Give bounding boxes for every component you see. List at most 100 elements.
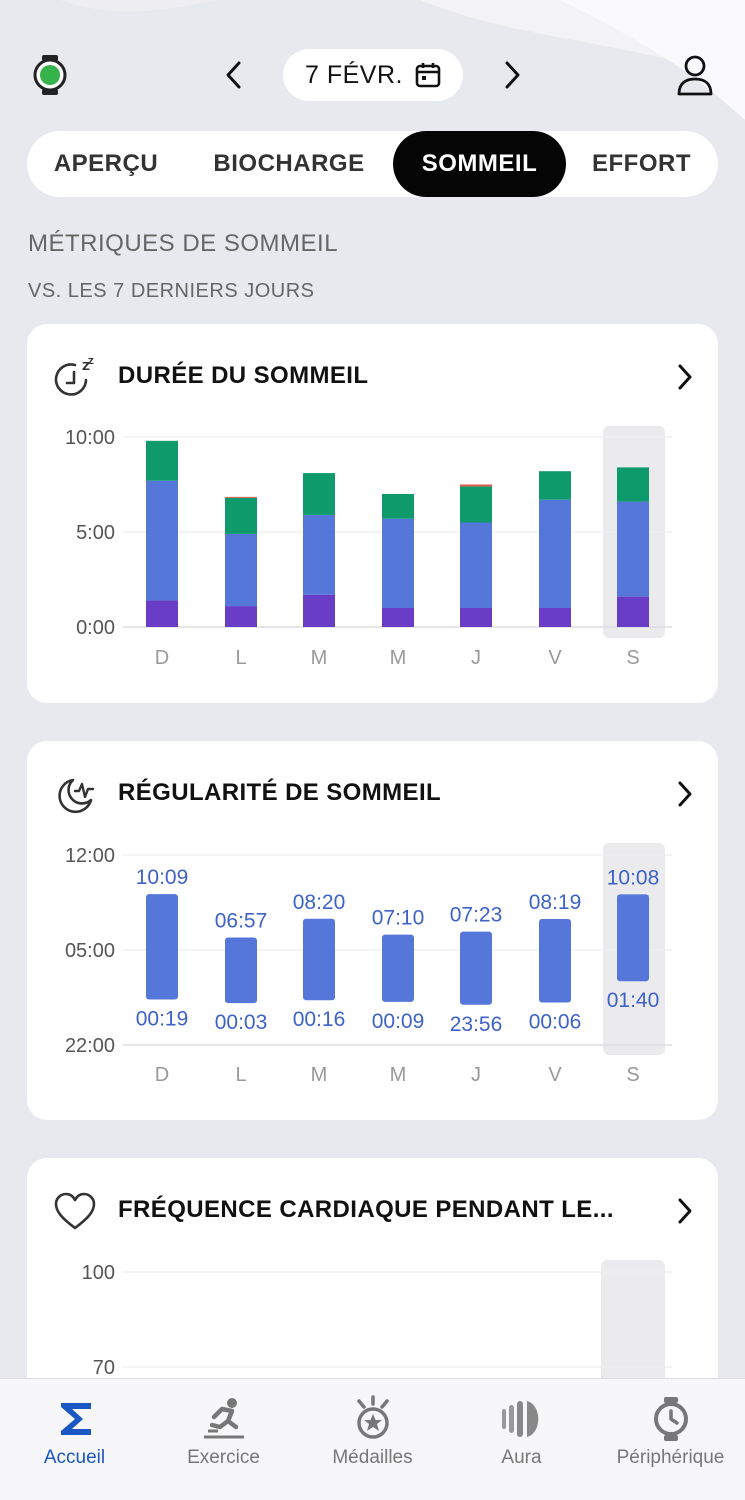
bar-segment-rem	[460, 486, 492, 523]
background-decoration	[60, 0, 745, 120]
regularity-bar	[539, 918, 571, 1003]
bar-segment-awake	[225, 496, 257, 498]
card-header: Z Z DURÉE DU SOMMEIL	[27, 324, 718, 430]
nav-label: Accueil	[43, 1447, 106, 1468]
card-title: RÉGULARITÉ DE SOMMEIL	[118, 779, 442, 806]
x-tick-label: S	[626, 1064, 639, 1086]
profile-icon[interactable]	[675, 54, 715, 96]
wake-time-label: 08:19	[529, 891, 582, 914]
x-tick-label: L	[235, 1064, 246, 1086]
bar-segment-light	[539, 499, 571, 608]
x-tick-label: M	[311, 647, 328, 669]
bar-segment-deep	[303, 594, 335, 627]
chevron-right-icon[interactable]	[496, 58, 528, 92]
moon-pulse-icon	[58, 778, 95, 814]
bar-segment-deep	[617, 596, 649, 627]
chevron-right-icon[interactable]	[673, 779, 697, 809]
x-tick-label: D	[155, 647, 169, 669]
regularity-bar	[382, 934, 414, 1002]
regularity-bar	[617, 894, 649, 982]
y-tick-label: 5:00	[76, 522, 115, 544]
chevron-right-icon[interactable]	[673, 362, 697, 392]
date-selector[interactable]: 7 FÉVR.	[283, 49, 463, 101]
date-label: 7 FÉVR.	[305, 60, 403, 89]
bar-segment-rem	[539, 471, 571, 500]
nav-label: Aura	[501, 1447, 542, 1468]
bar-segment-light	[382, 518, 414, 608]
bar-segment-deep	[146, 600, 178, 627]
heart-icon	[54, 1192, 96, 1230]
chevron-left-icon[interactable]	[218, 58, 250, 92]
x-tick-label: M	[390, 647, 407, 669]
x-tick-label: M	[390, 1064, 407, 1086]
x-tick-label: J	[471, 647, 481, 669]
card-header: FRÉQUENCE CARDIAQUE PENDANT LE...	[27, 1158, 718, 1264]
bar-segment-light	[617, 501, 649, 597]
x-tick-label: M	[311, 1064, 328, 1086]
sleep-regularity-card[interactable]: 12:00 05:00 22:00 10:09 00:19 D 06:57 00:03 L 08:…	[27, 741, 718, 1120]
section-title: MÉTRIQUES DE SOMMEIL	[28, 230, 339, 257]
nav-label: Périphérique	[616, 1447, 725, 1468]
wake-time-label: 08:20	[293, 891, 346, 914]
bar-segment-light	[303, 514, 335, 595]
x-tick-label: J	[471, 1064, 481, 1086]
sigma-home-icon	[60, 1403, 91, 1435]
wake-time-label: 07:23	[450, 904, 503, 927]
bed-time-label: 01:40	[607, 989, 660, 1012]
bar-segment-light	[460, 522, 492, 608]
x-tick-label: S	[626, 647, 639, 669]
nav-label: Exercice	[187, 1447, 260, 1468]
svg-text:Z: Z	[82, 360, 90, 373]
y-tick-label: 12:00	[65, 845, 115, 867]
svg-text:Z: Z	[88, 357, 94, 366]
nav-exercice[interactable]: Exercice	[149, 1379, 298, 1500]
watch-icon[interactable]	[30, 54, 70, 96]
nav-aura[interactable]: Aura	[447, 1379, 596, 1500]
x-tick-label: L	[235, 647, 246, 669]
y-tick-label: 10:00	[65, 427, 115, 449]
tab-biocharge[interactable]: BIOCHARGE	[213, 150, 365, 177]
bottom-navigation: Accueil Exercice Médailles Aura	[0, 1378, 745, 1500]
bed-time-label: 00:09	[372, 1010, 425, 1033]
wake-time-label: 10:08	[607, 866, 660, 889]
card-title: DURÉE DU SOMMEIL	[118, 362, 369, 389]
heart-rate-card[interactable]: 1007065636464666362 FRÉQUENCE CARDIAQUE …	[27, 1158, 718, 1418]
y-tick-label: 70	[93, 1357, 115, 1379]
bar-segment-deep	[539, 608, 571, 627]
bed-time-label: 00:03	[215, 1011, 268, 1034]
bar-segment-awake	[460, 484, 492, 487]
nav-label: Médailles	[332, 1447, 413, 1468]
running-icon	[203, 1398, 244, 1439]
y-tick-label: 0:00	[76, 617, 115, 639]
sleep-clock-icon: Z Z	[54, 357, 94, 396]
x-tick-label: V	[548, 1064, 562, 1086]
bar-segment-rem	[303, 473, 335, 515]
device-watch-icon	[653, 1397, 688, 1441]
bar-segment-rem	[146, 440, 178, 481]
wake-time-label: 07:10	[372, 907, 425, 930]
regularity-bar	[225, 937, 257, 1004]
chevron-right-icon[interactable]	[673, 1196, 697, 1226]
bed-time-label: 00:19	[136, 1008, 189, 1031]
tab-sommeil[interactable]: SOMMEIL	[393, 131, 566, 197]
sleep-regularity-chart: 12:00 05:00 22:00 10:09 00:19 D 06:57 00:03 L 08:…	[65, 843, 672, 1086]
tab-bar: APERÇU BIOCHARGE SOMMEIL EFFORT	[27, 131, 718, 197]
tab-effort[interactable]: EFFORT	[592, 150, 691, 177]
nav-peripherique[interactable]: Périphérique	[596, 1379, 745, 1500]
sleep-duration-chart: 10:00 5:00 0:00 D L M M J V S	[65, 426, 672, 669]
aura-icon	[501, 1401, 538, 1437]
bed-time-label: 23:56	[450, 1013, 503, 1036]
medal-icon	[356, 1395, 389, 1439]
nav-accueil[interactable]: Accueil	[0, 1379, 149, 1500]
calendar-icon	[415, 63, 441, 88]
wake-time-label: 10:09	[136, 866, 189, 889]
nav-medailles[interactable]: Médailles	[298, 1379, 447, 1500]
card-title: FRÉQUENCE CARDIAQUE PENDANT LE...	[118, 1196, 614, 1223]
bar-segment-rem	[225, 497, 257, 534]
regularity-bar	[303, 918, 335, 1001]
x-tick-label: D	[155, 1064, 169, 1086]
regularity-bar	[460, 931, 492, 1005]
bed-time-label: 00:16	[293, 1008, 346, 1031]
tab-apercu[interactable]: APERÇU	[53, 150, 159, 177]
sleep-duration-card[interactable]: 10:00 5:00 0:00 D L M M J V S Z Z DURÉE DU SOMMEI…	[27, 324, 718, 703]
